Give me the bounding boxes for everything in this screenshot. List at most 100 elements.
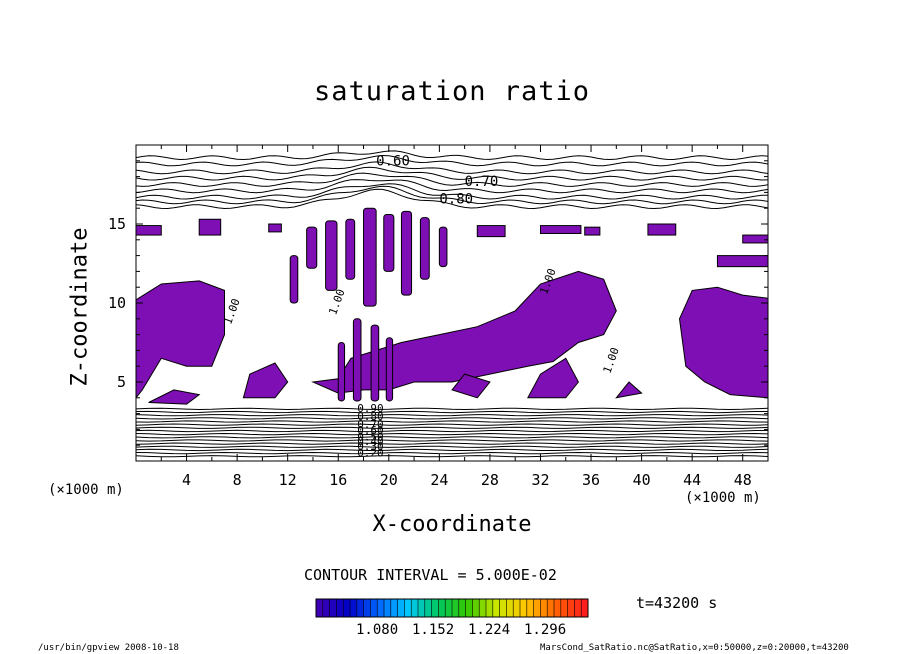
colorbar-cell — [377, 599, 385, 617]
colorbar-cell — [350, 599, 358, 617]
contour-label: 0.70 — [357, 418, 384, 431]
colorbar-cell — [581, 599, 589, 617]
colorbar-cell — [356, 599, 365, 617]
contour-line-lower — [136, 420, 768, 423]
colorbar-cell — [486, 599, 494, 617]
time-stamp: t=43200 s — [636, 594, 718, 612]
contour-label: 0.90 — [357, 402, 384, 415]
colorbar-tick-label: 1.152 — [412, 622, 455, 638]
x-axis: 4 8 12 16 20 24 28 32 36 40 44 48 — [160, 145, 752, 489]
supersaturation-shading — [136, 207, 768, 405]
colorbar-cell — [316, 599, 324, 617]
shaded-plume — [438, 226, 448, 268]
shaded-region — [526, 357, 579, 399]
x-tick-label: 40 — [633, 471, 651, 489]
contour-label: 0.80 — [439, 191, 473, 207]
contour-line-upper — [136, 172, 768, 187]
contour-label: 1.00 — [326, 287, 347, 316]
colorbar-cell — [424, 599, 433, 617]
shaded-plume — [385, 337, 394, 402]
colorbar-cell — [479, 599, 487, 617]
colorbar-cell — [547, 599, 555, 617]
contour-label: 0.30 — [357, 440, 384, 453]
colorbar-cell — [431, 599, 439, 617]
shaded-plume — [306, 226, 318, 269]
y-tick-label: 15 — [108, 215, 126, 233]
shaded-patch — [539, 225, 582, 234]
colorbar-cell — [411, 599, 419, 617]
y-tick-label: 10 — [108, 294, 126, 312]
shaded-plume — [345, 218, 356, 280]
contour-label: 0.60 — [376, 154, 410, 170]
contour-line-upper — [136, 179, 768, 194]
contour-label: 0.50 — [357, 430, 384, 443]
footer-file-info: MarsCond_SatRatio.nc@SatRatio,x=0:50000,… — [540, 643, 849, 653]
contour-line-lower — [136, 429, 768, 433]
colorbar-cell — [404, 599, 412, 617]
shaded-patch — [584, 226, 601, 236]
shaded-region — [148, 389, 201, 405]
colorbar-cell — [343, 599, 351, 617]
colorbar-cell — [465, 599, 473, 617]
shaded-plume — [325, 220, 338, 291]
colorbar-cell — [526, 599, 535, 617]
colorbar-cell — [418, 599, 426, 617]
x-tick-label: 48 — [734, 471, 752, 489]
x-tick-label: 44 — [683, 471, 701, 489]
contour-line-lower — [136, 436, 768, 439]
shaded-plume — [363, 207, 377, 307]
contour-line-lower — [136, 426, 768, 429]
x-tick-label: 8 — [233, 471, 242, 489]
shaded-patch — [476, 225, 506, 238]
y-axis-title: Z-coordinate — [67, 227, 93, 387]
shaded-patch — [742, 234, 768, 244]
shaded-plume — [400, 210, 413, 296]
shaded-plume — [383, 214, 395, 272]
shaded-region — [136, 280, 225, 399]
contour-label: 0.80 — [357, 410, 384, 423]
contour-line-lower — [136, 423, 768, 426]
footer-program-date: /usr/bin/gpview 2008-10-18 — [38, 643, 179, 653]
shaded-region — [242, 362, 289, 399]
colorbar-cell — [370, 599, 378, 617]
colorbar-cell — [513, 599, 521, 617]
contour-label: 0.20 — [357, 446, 384, 459]
contour-label: 0.60 — [357, 424, 384, 437]
colorbar-cell — [445, 599, 453, 617]
colorbar-cell — [567, 599, 575, 617]
x-tick-label: 16 — [329, 471, 347, 489]
contour-line-lower — [136, 451, 768, 455]
contour-line-upper — [136, 161, 768, 175]
colorbar-cell — [533, 599, 541, 617]
colorbar-cell — [574, 599, 582, 617]
x-tick-label: 32 — [531, 471, 549, 489]
colorbar-cell — [554, 599, 562, 617]
shaded-patch — [647, 223, 677, 236]
x-tick-label: 20 — [380, 471, 398, 489]
contour-line-upper — [136, 183, 768, 200]
x-tick-label: 24 — [430, 471, 448, 489]
shaded-region — [678, 286, 768, 399]
colorbar-cell — [492, 599, 501, 617]
contour-line-lower — [136, 448, 768, 452]
contour-lines — [136, 150, 768, 458]
contour-line-upper — [136, 154, 768, 167]
x-unit-label-right: (×1000 m) — [685, 490, 761, 506]
colorbar-cell — [390, 599, 399, 617]
shaded-patch — [268, 223, 282, 233]
shaded-patch — [716, 255, 768, 268]
colorbar-tick-label: 1.080 — [356, 622, 399, 638]
shaded-plume — [352, 318, 362, 402]
colorbar-tick-label: 1.296 — [524, 622, 567, 638]
colorbar-cell — [540, 599, 548, 617]
contour-line-lower — [136, 417, 768, 420]
chart-title: saturation ratio — [313, 76, 591, 107]
colorbar — [315, 598, 589, 618]
x-tick-label: 4 — [182, 471, 191, 489]
y-tick-label: 5 — [117, 373, 126, 391]
contour-line-upper — [136, 150, 768, 161]
colorbar-frame — [315, 598, 589, 618]
shaded-patch — [198, 218, 222, 236]
colorbar-cell — [322, 599, 331, 617]
x-tick-label: 12 — [279, 471, 297, 489]
